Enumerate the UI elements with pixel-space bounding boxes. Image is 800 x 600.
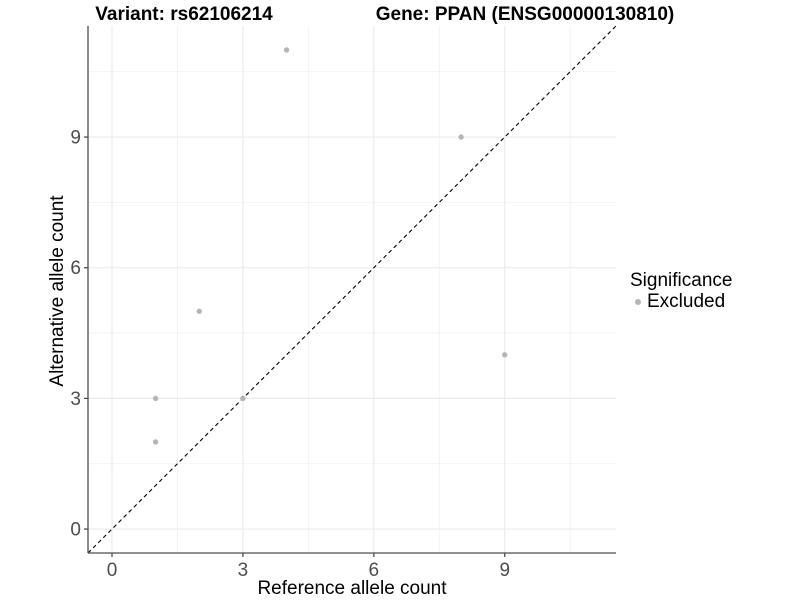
legend-point-icon xyxy=(635,298,641,305)
y-tick-label: 3 xyxy=(70,389,81,410)
legend: Significance Excluded xyxy=(630,271,732,312)
identity-line xyxy=(87,25,617,554)
x-tick-label: 9 xyxy=(499,560,510,581)
x-axis-title: Reference allele count xyxy=(257,578,447,599)
x-tick-label: 3 xyxy=(238,560,249,581)
data-point xyxy=(502,352,508,358)
x-tick-label: 6 xyxy=(369,560,380,581)
data-point xyxy=(458,134,464,140)
y-tick-label: 6 xyxy=(70,258,81,279)
y-tick-label: 9 xyxy=(70,128,81,149)
legend-title: Significance xyxy=(630,270,733,291)
data-point xyxy=(152,439,159,445)
data-point xyxy=(283,47,290,53)
x-tick-label: 0 xyxy=(107,560,118,581)
variant-title: Variant: rs62106214 xyxy=(95,4,273,25)
data-point xyxy=(240,395,246,402)
data-point xyxy=(196,308,202,314)
gene-title: Gene: PPAN (ENSG00000130810) xyxy=(375,4,675,25)
legend-item-excluded: Excluded xyxy=(630,290,732,312)
y-tick-label: 0 xyxy=(70,520,81,541)
legend-item-label: Excluded xyxy=(647,290,726,312)
data-point xyxy=(152,395,159,402)
